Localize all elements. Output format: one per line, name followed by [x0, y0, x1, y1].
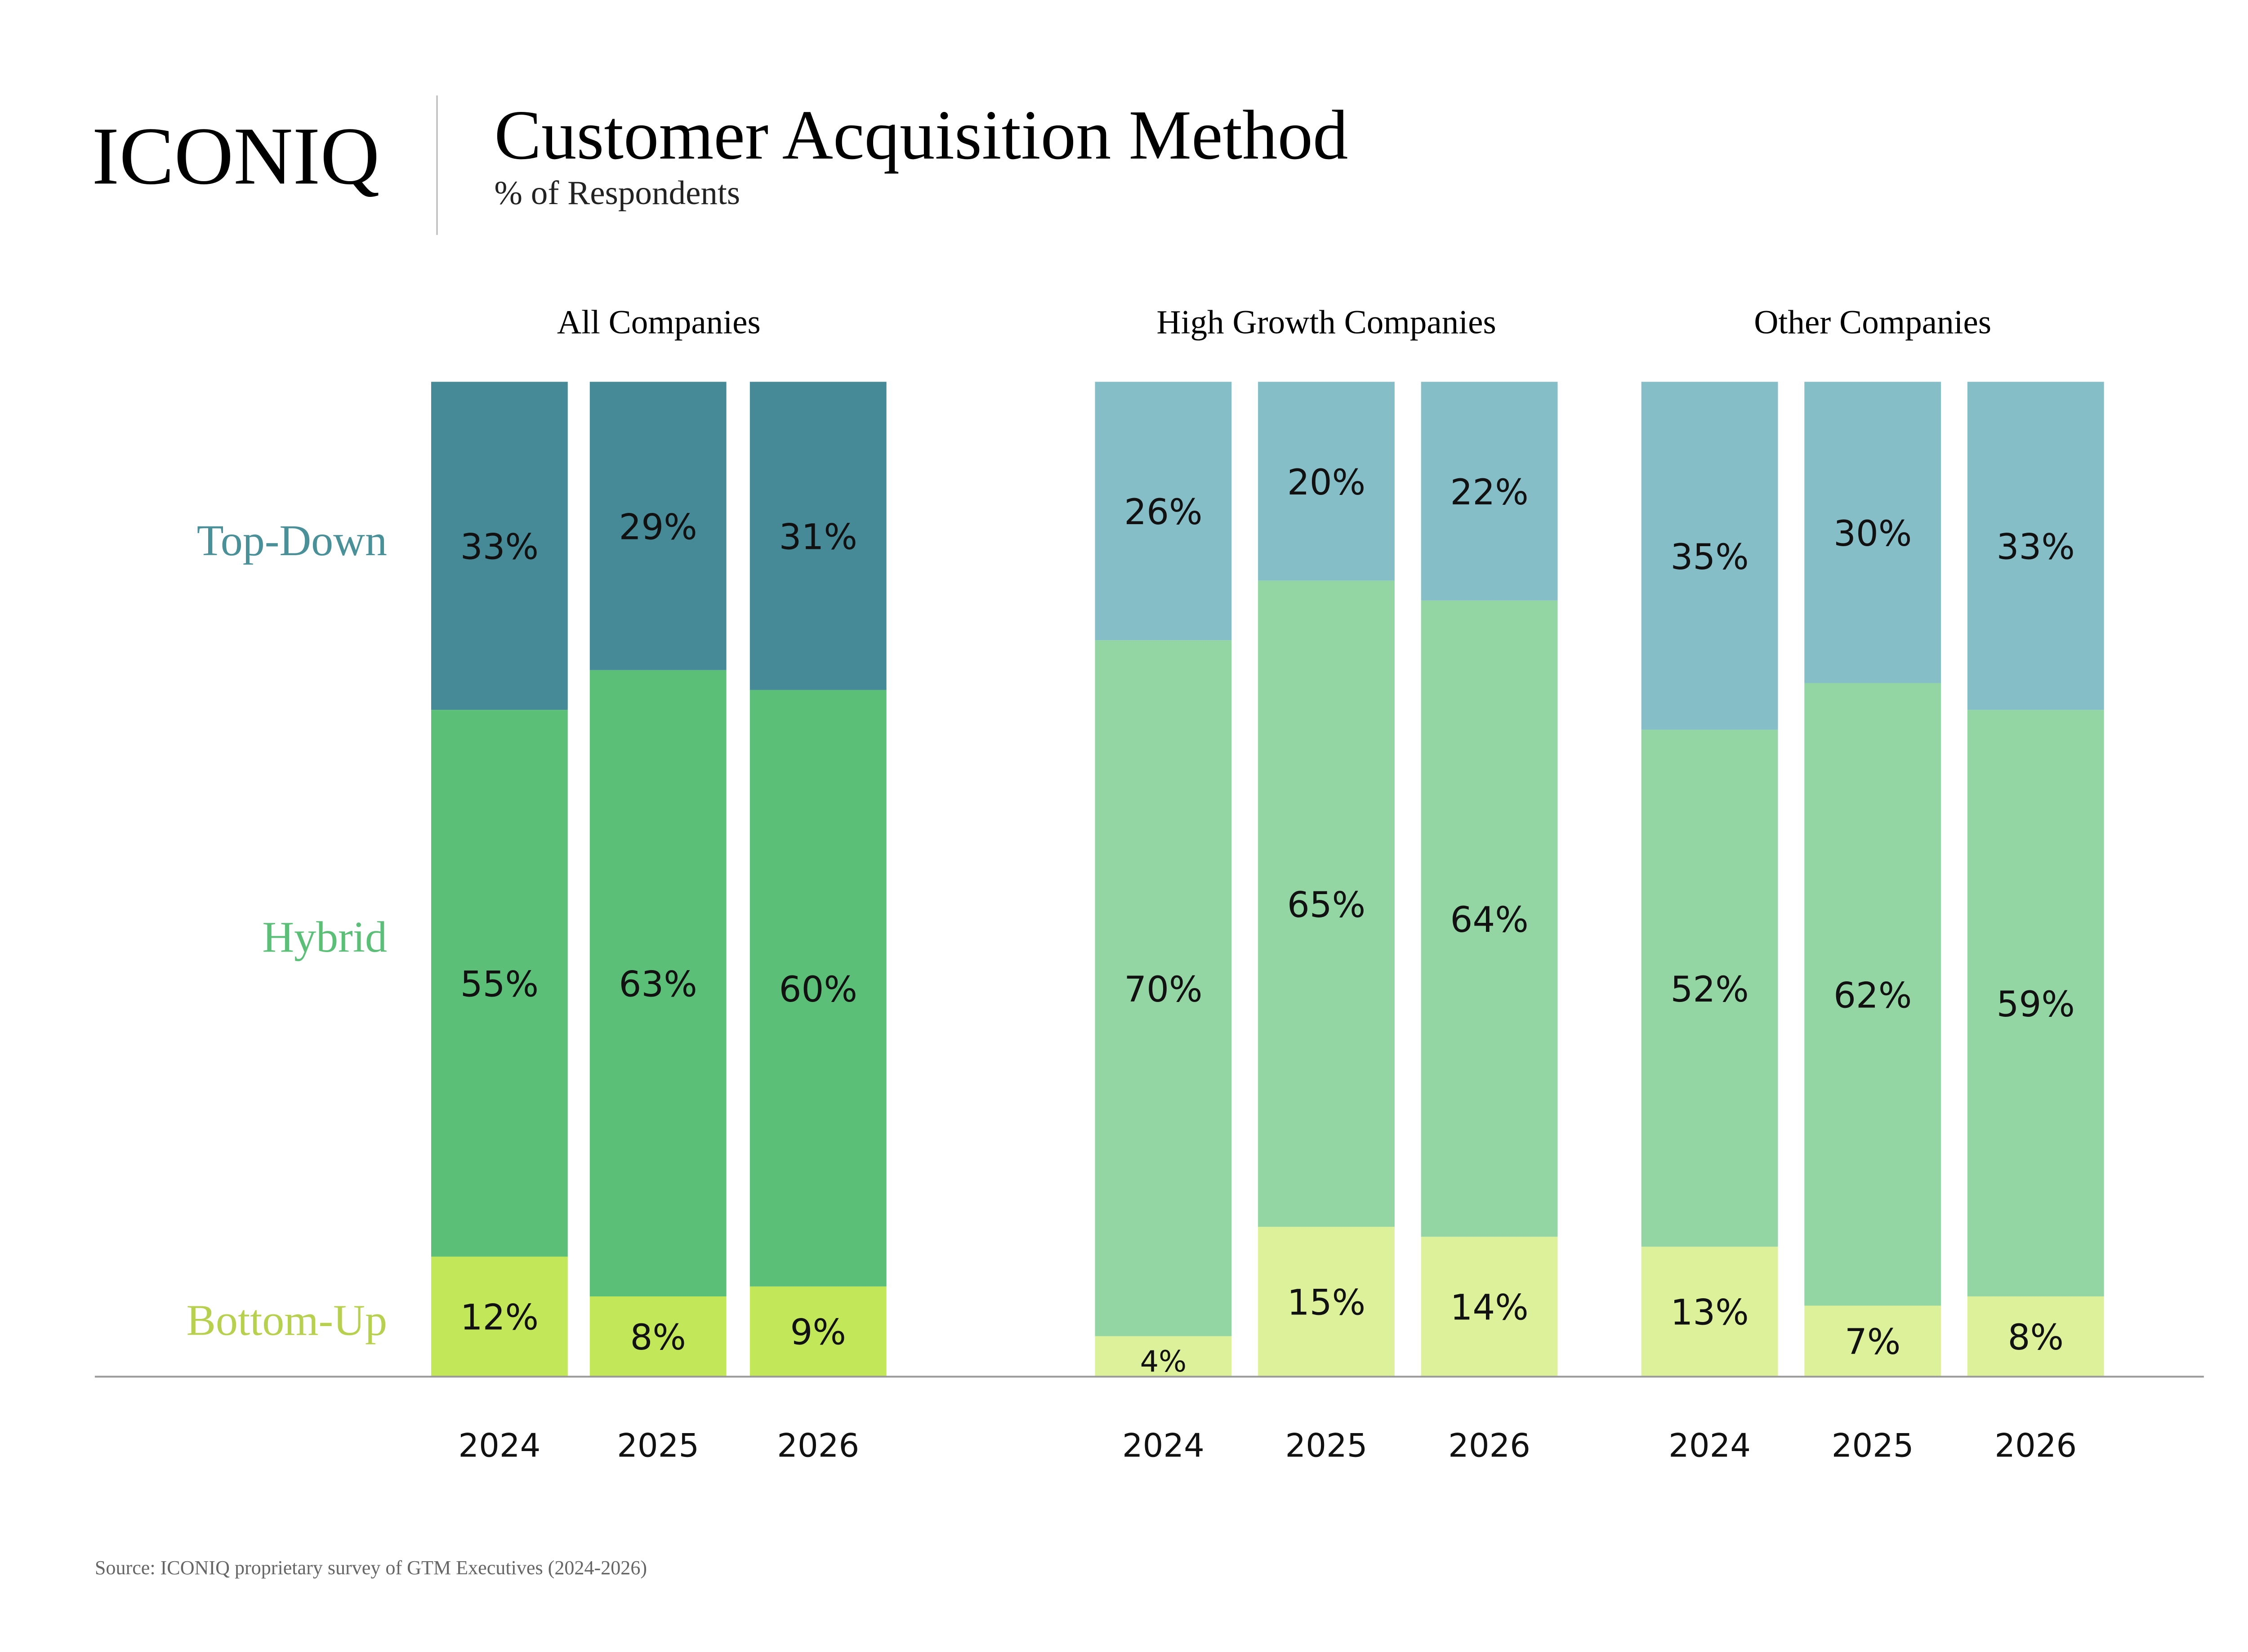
legend-label-bottom-up: Bottom-Up [186, 1296, 387, 1345]
bar-segment-bottom-up [1095, 1336, 1232, 1376]
data-label: 15% [1287, 1282, 1365, 1323]
bar-segment-hybrid [1095, 640, 1232, 1336]
data-label: 4% [1140, 1345, 1187, 1379]
data-label: 70% [1124, 969, 1202, 1010]
data-label: 30% [1833, 513, 1912, 554]
iconiq-logo: ICONIQ [92, 110, 379, 201]
data-label: 31% [779, 517, 857, 558]
bar-segment-bottom-up [1967, 1296, 2104, 1376]
bar-segment-hybrid [749, 690, 887, 1287]
data-label: 65% [1287, 885, 1365, 926]
plot-area: Top-Down Hybrid Bottom-Up All Companies 12% 5… [186, 304, 2104, 1465]
chart-title: Customer Acquisition Method [494, 96, 1348, 174]
bar-segment-hybrid [1641, 730, 1778, 1247]
bar-segment-top-down [1804, 382, 1941, 683]
data-label: 33% [1997, 527, 2075, 568]
data-label: 60% [779, 969, 857, 1010]
data-label: 35% [1670, 537, 1748, 578]
legend-label-hybrid: Hybrid [262, 913, 387, 962]
data-label: 9% [790, 1312, 846, 1353]
bar-segment-top-down [749, 382, 887, 690]
data-label: 59% [1997, 984, 2075, 1025]
bar-segment-top-down [1421, 382, 1558, 601]
bar-segment-hybrid [1967, 710, 2104, 1296]
data-label: 12% [460, 1297, 539, 1338]
bar-segment-bottom-up [1258, 1227, 1395, 1376]
data-label: 52% [1670, 969, 1748, 1010]
bar-segment-top-down [1641, 382, 1778, 730]
x-tick-label: 2024 [1122, 1427, 1204, 1465]
bar-segment-top-down [589, 382, 727, 670]
x-tick-label: 2025 [1832, 1427, 1914, 1465]
group-title: High Growth Companies [1156, 304, 1496, 341]
data-label: 33% [460, 527, 539, 568]
x-tick-label: 2024 [458, 1427, 540, 1465]
data-label: 22% [1450, 472, 1528, 513]
data-label: 62% [1833, 975, 1912, 1016]
bar-segment-hybrid [1421, 600, 1558, 1237]
x-tick-label: 2025 [617, 1427, 699, 1465]
bar-segment-bottom-up [1804, 1305, 1941, 1376]
group-title: Other Companies [1754, 304, 1991, 341]
bar-segment-bottom-up [589, 1296, 727, 1376]
x-tick-label: 2026 [1448, 1427, 1530, 1465]
data-label: 20% [1287, 462, 1365, 503]
bar-segment-top-down [431, 382, 568, 710]
data-label: 7% [1845, 1322, 1900, 1363]
data-label: 14% [1450, 1287, 1528, 1328]
group-title: All Companies [557, 304, 761, 341]
bar-segment-hybrid [1804, 683, 1941, 1306]
data-label: 64% [1450, 899, 1528, 940]
legend-label-top-down: Top-Down [197, 517, 387, 565]
bar-segment-bottom-up [431, 1256, 568, 1376]
x-tick-label: 2026 [1994, 1427, 2077, 1465]
bar-segment-hybrid [431, 710, 568, 1257]
bar-segment-bottom-up [749, 1286, 887, 1376]
source-note: Source: ICONIQ proprietary survey of GTM… [95, 1557, 647, 1579]
bar-segment-hybrid [589, 670, 727, 1296]
data-label: 8% [630, 1317, 686, 1358]
chart-subtitle: % of Respondents [494, 174, 740, 212]
bar-segment-top-down [1967, 382, 2104, 710]
bar-segment-hybrid [1258, 580, 1395, 1227]
x-tick-label: 2024 [1668, 1427, 1751, 1465]
data-label: 29% [619, 507, 697, 548]
bar-segment-bottom-up [1641, 1247, 1778, 1376]
x-tick-label: 2025 [1285, 1427, 1368, 1465]
data-label: 13% [1670, 1292, 1748, 1333]
data-label: 55% [460, 964, 539, 1005]
data-label: 8% [2008, 1317, 2064, 1358]
data-label: 26% [1124, 492, 1202, 533]
data-label: 63% [619, 964, 697, 1005]
bar-segment-top-down [1258, 382, 1395, 581]
bar-segment-top-down [1095, 382, 1232, 641]
bar-segment-bottom-up [1421, 1237, 1558, 1376]
x-tick-label: 2026 [777, 1427, 859, 1465]
